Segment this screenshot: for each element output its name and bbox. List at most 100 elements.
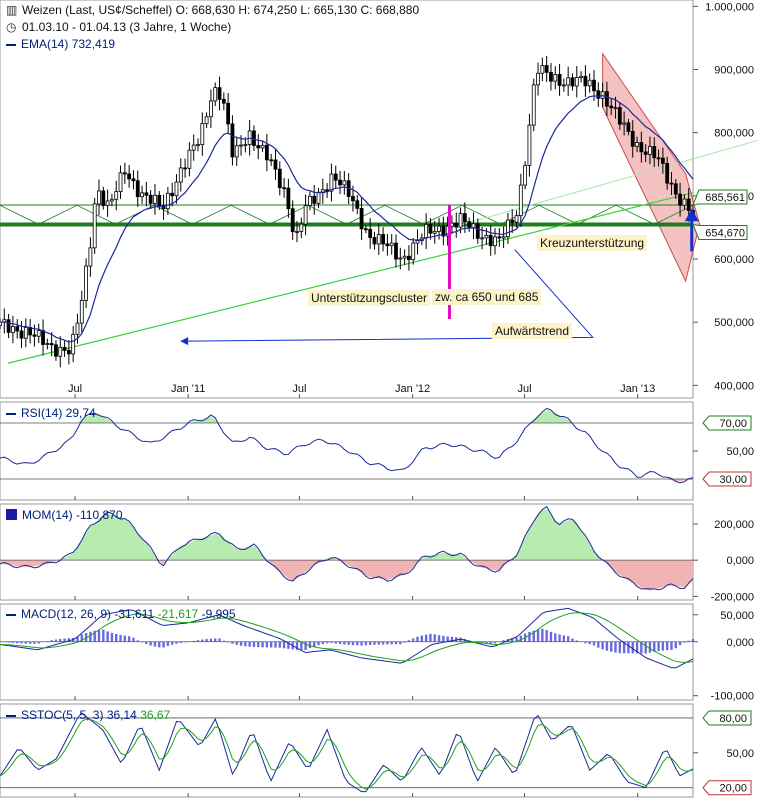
candle-body (98, 191, 101, 204)
price-y-label: 500,000 (714, 317, 754, 329)
price-label-text: 654,670 (705, 227, 745, 239)
ema-label: EMA(14) (21, 37, 68, 51)
candle-body (93, 204, 96, 248)
macd-histogram-bar (231, 642, 233, 644)
macd-histogram-bar (236, 642, 238, 645)
candle-body (459, 214, 462, 227)
candle-body (532, 85, 535, 125)
candle-body (416, 241, 419, 243)
candle-body (356, 201, 359, 209)
candle-body (244, 145, 247, 146)
candle-body (218, 88, 221, 100)
macd-histogram-bar (606, 642, 608, 651)
macd-histogram-bar (197, 640, 199, 642)
candle-body (369, 229, 372, 237)
macd-histogram-bar (240, 642, 242, 646)
macd-label: MACD(12, 26, 9) (21, 607, 111, 621)
macd-histogram-bar (584, 642, 586, 643)
candle-body (438, 226, 441, 231)
candle-body (153, 195, 156, 203)
macd-histogram-bar (382, 642, 384, 645)
candle-body (76, 323, 79, 334)
candle-body (42, 331, 45, 345)
note-kreuzunterstuetzung: Kreuzunterstützung (537, 235, 647, 251)
candle-body (674, 184, 677, 194)
candle-body (50, 344, 53, 345)
sstoc-legend: SSTOC(5, 5, 3) 36,14 36,67 (6, 708, 170, 722)
candle-body (291, 209, 294, 232)
candle-body (567, 78, 570, 85)
candle-body (343, 181, 346, 185)
macd-histogram-bar (649, 642, 651, 653)
candle-body (132, 179, 135, 181)
macd-histogram-bar (373, 642, 375, 645)
macd-histogram-bar (644, 642, 646, 654)
candle-body (683, 199, 686, 205)
candle-body (468, 222, 471, 228)
macd-histogram-bar (679, 642, 681, 645)
candle-body (119, 173, 122, 192)
ema-value: 732,419 (72, 37, 115, 51)
macd-histogram-bar (63, 639, 65, 642)
candle-body (364, 229, 367, 230)
macd-histogram-bar (614, 642, 616, 653)
macd-legend: MACD(12, 26, 9) -31,611 -21,617 -9,995 (6, 607, 236, 621)
macd-histogram-bar (343, 642, 345, 645)
macd-histogram-bar (210, 639, 212, 642)
candle-body (661, 158, 664, 163)
macd-histogram-bar (50, 640, 52, 642)
candle-body (481, 238, 484, 239)
candle-body (549, 72, 552, 81)
macd-histogram-bar (369, 642, 371, 645)
macd-histogram-bar (171, 642, 173, 645)
macd-histogram-bar (158, 642, 160, 648)
macd-histogram-bar (541, 629, 543, 642)
x-tick-label: Jan '11 (171, 383, 205, 395)
macd-histogram-bar (149, 642, 151, 646)
price-y-label: 800,000 (714, 128, 754, 140)
candle-body (623, 123, 626, 124)
macd-histogram-bar (266, 642, 268, 648)
candle-body (171, 193, 174, 195)
candle-body (395, 243, 398, 259)
candle-body (412, 243, 415, 260)
macd-histogram-bar (408, 640, 410, 641)
macd-histogram-bar (317, 642, 319, 645)
macd-histogram-bar (692, 639, 694, 642)
candle-body (562, 85, 565, 86)
candle-body (657, 158, 660, 159)
sstoc-80-level-text: 80,00 (719, 713, 747, 725)
candle-body (300, 224, 303, 231)
candle-body (463, 214, 466, 222)
candle-body (489, 235, 492, 245)
rsi-value: 29,74 (66, 406, 96, 420)
macd-histogram-bar (201, 640, 203, 642)
macd-signal-value: -21,617 (158, 607, 199, 621)
macd-histogram-bar (610, 642, 612, 652)
candle-body (46, 344, 49, 345)
candle-body (580, 76, 583, 77)
macd-histogram-bar (356, 642, 358, 646)
x-tick-label: Jul (517, 383, 531, 395)
candle-body (584, 76, 587, 86)
ema-swatch (6, 44, 16, 46)
candle-body (541, 65, 544, 73)
candle-body (511, 220, 514, 222)
x-tick-label: Jul (292, 383, 306, 395)
macd-histogram-bar (248, 642, 250, 647)
macd-histogram-bar (115, 634, 117, 642)
price-y-label: 900,000 (714, 64, 754, 76)
candle-body (636, 143, 639, 147)
macd-histogram-bar (352, 642, 354, 645)
candle-body (240, 145, 243, 146)
candle-body (648, 146, 651, 154)
candle-body (433, 231, 436, 233)
candle-body (339, 180, 342, 185)
macd-histogram-bar (378, 642, 380, 645)
macd-histogram-bar (416, 637, 418, 642)
candle-body (605, 92, 608, 106)
macd-histogram-bar (167, 642, 169, 646)
macd-histogram-bar (128, 636, 130, 642)
macd-histogram-bar (309, 642, 311, 648)
macd-histogram-bar (7, 642, 9, 643)
